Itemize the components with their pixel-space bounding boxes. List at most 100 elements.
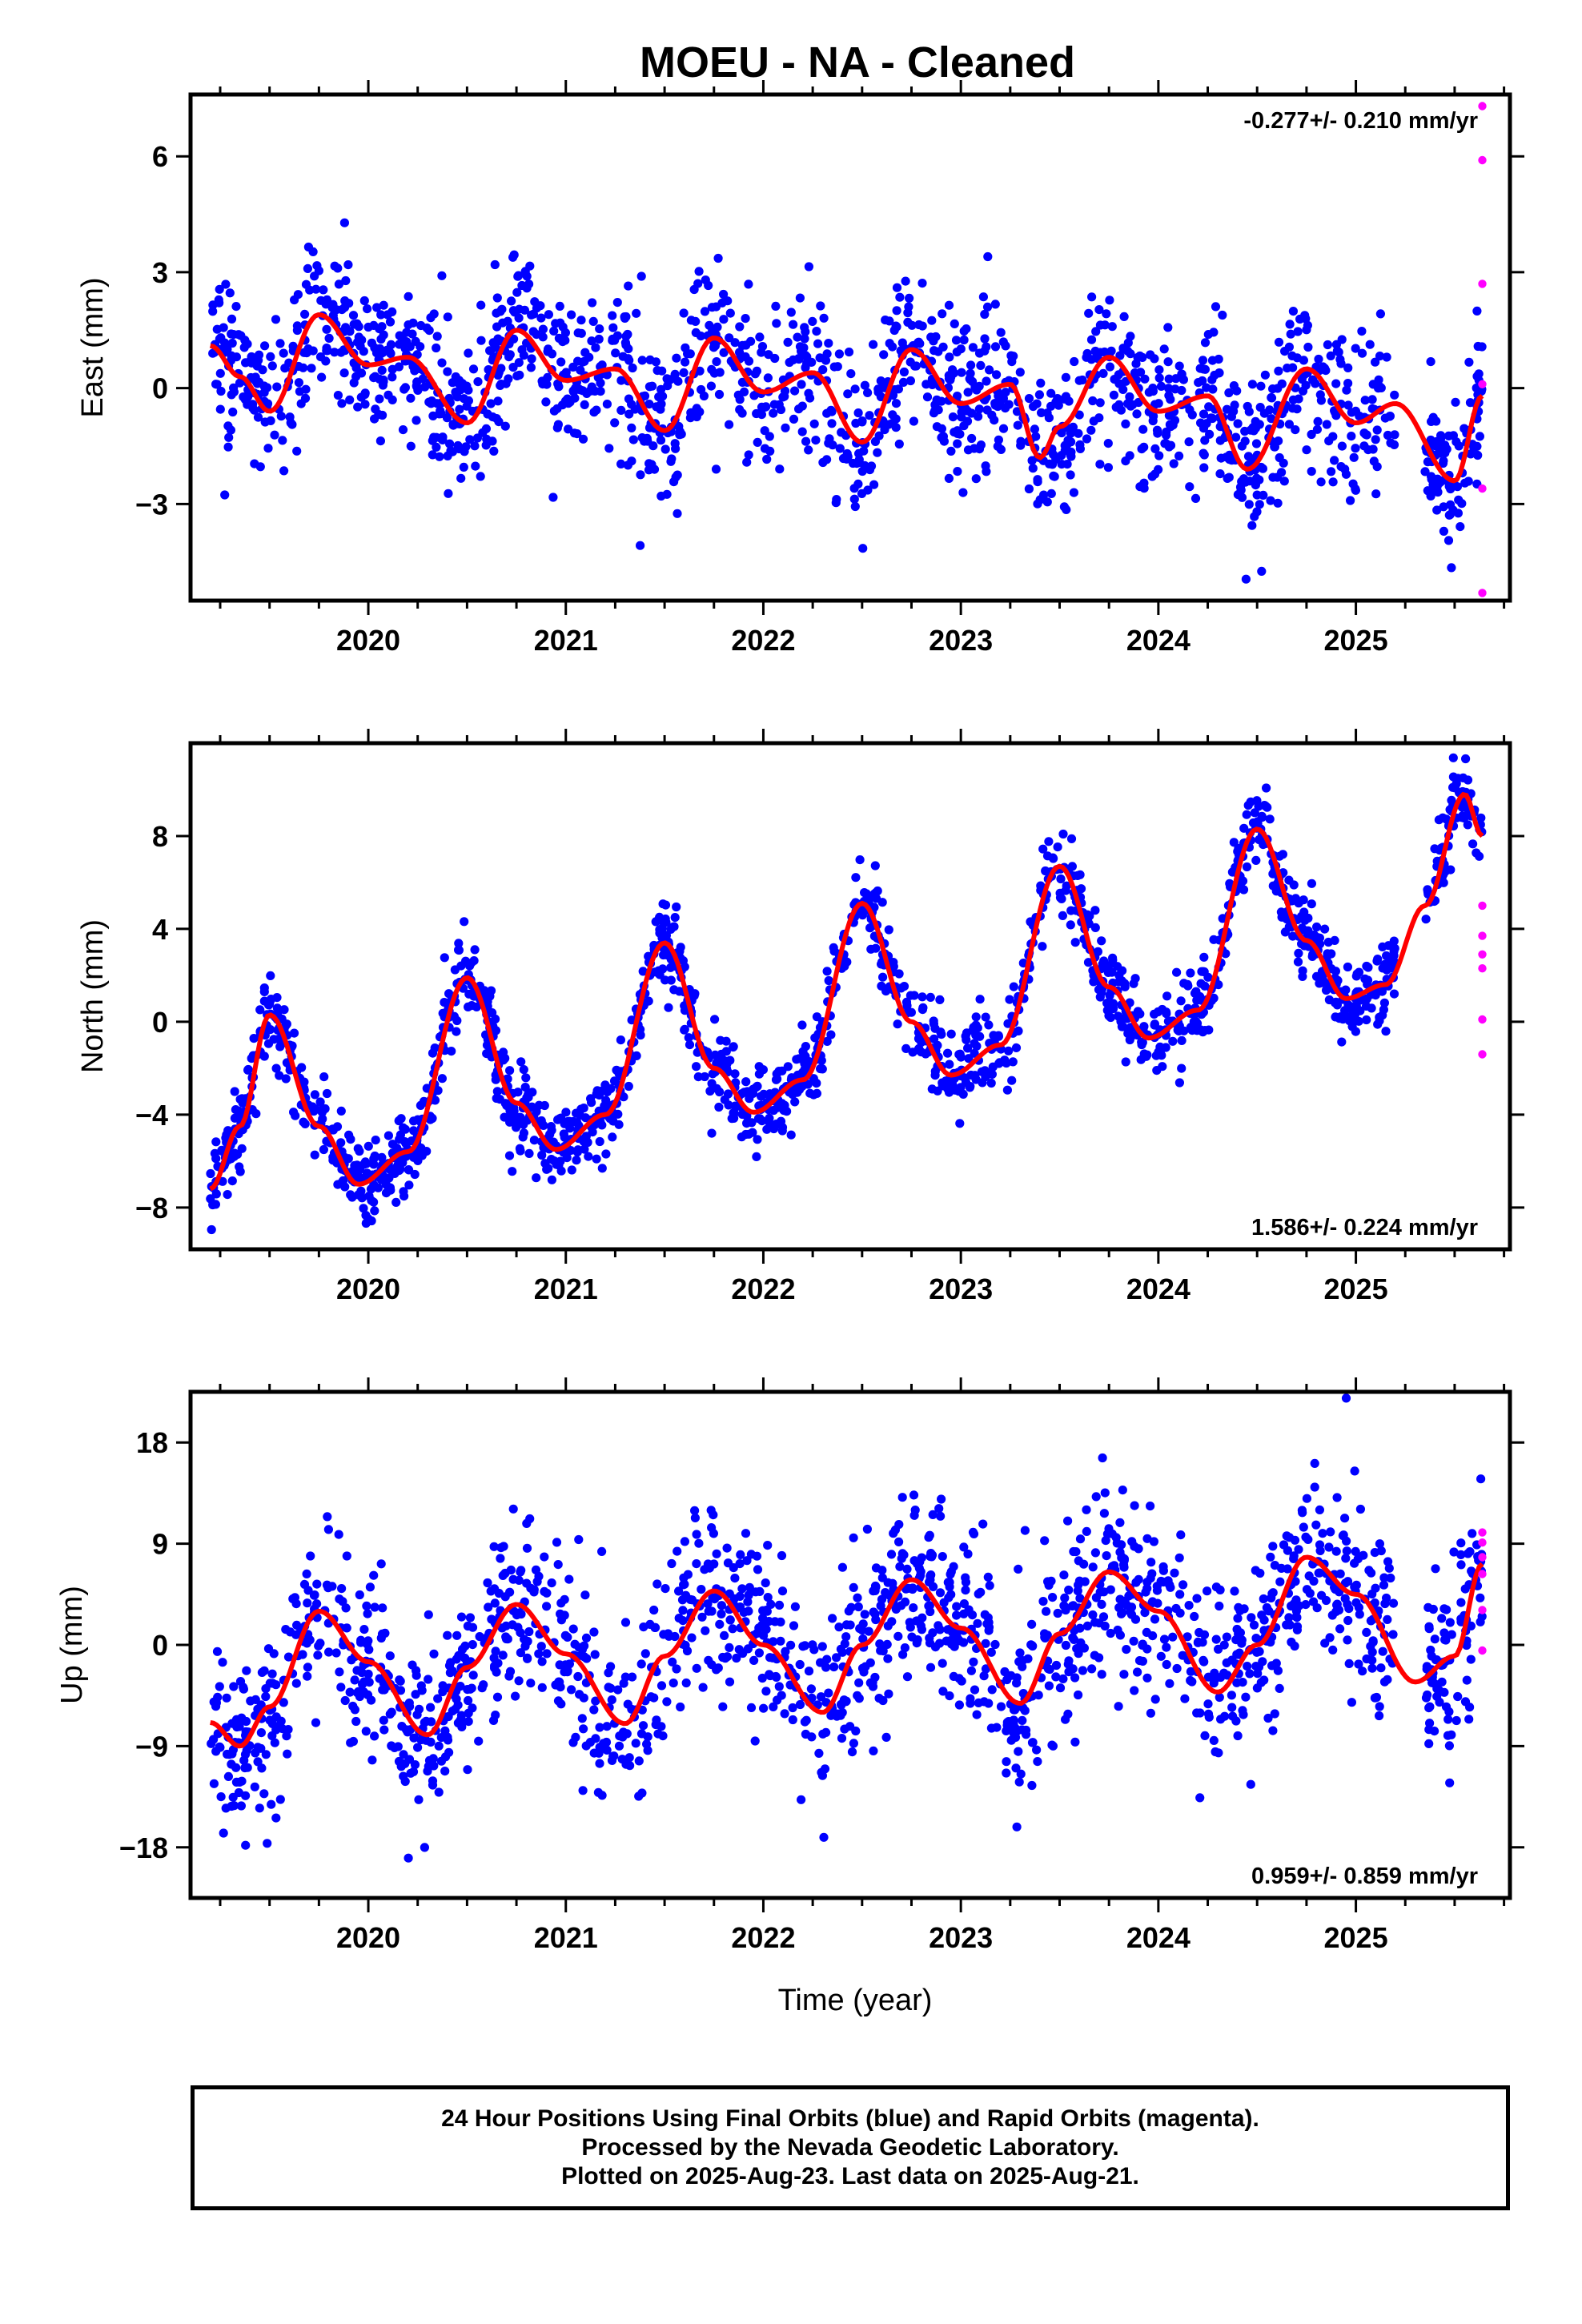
up-data-point <box>869 1607 878 1617</box>
east-data-point <box>555 301 564 311</box>
east-data-point <box>835 444 845 453</box>
east-data-point <box>950 368 959 378</box>
east-data-point <box>322 324 331 334</box>
up-data-point <box>697 1612 707 1622</box>
up-data-point <box>1447 1630 1456 1639</box>
up-data-point <box>1082 1526 1091 1536</box>
east-data-point <box>454 376 464 385</box>
east-data-point <box>1267 414 1276 424</box>
up-data-point <box>1334 1605 1344 1615</box>
east-data-point <box>395 340 404 349</box>
up-data-point <box>753 1565 763 1574</box>
east-data-point <box>790 386 800 396</box>
east-velocity-rate-text: -0.277+/- 0.210 mm/yr <box>1243 108 1478 134</box>
east-data-point <box>1473 341 1483 352</box>
east-data-point <box>735 322 745 332</box>
north-data-point <box>266 971 275 980</box>
east-data-point <box>1284 420 1294 429</box>
east-data-point <box>819 313 829 323</box>
east-data-point <box>229 387 239 396</box>
up-data-point <box>973 1618 982 1628</box>
up-data-point <box>1317 1590 1327 1600</box>
up-data-point <box>434 1741 444 1751</box>
north-data-point <box>1323 937 1333 947</box>
east-data-point <box>673 376 683 386</box>
north-data-point <box>592 1154 601 1164</box>
east-data-point <box>548 493 558 502</box>
east-data-point <box>333 391 343 400</box>
north-data-point <box>1313 933 1323 943</box>
east-data-point <box>287 420 297 429</box>
east-data-point <box>846 369 856 379</box>
up-data-point <box>735 1559 745 1569</box>
north-data-point <box>1307 879 1316 888</box>
east-data-point <box>719 315 729 324</box>
north-data-point <box>741 1077 751 1087</box>
up-data-point <box>1384 1563 1394 1573</box>
north-data-point <box>235 1162 244 1172</box>
up-data-point <box>1074 1649 1083 1659</box>
north-data-point <box>1139 1022 1149 1031</box>
east-data-point <box>1162 427 1171 437</box>
east-data-point <box>944 300 954 310</box>
east-data-point <box>1098 368 1108 378</box>
up-data-point <box>966 1699 975 1708</box>
up-data-point <box>520 1634 529 1644</box>
north-data-point <box>1056 874 1066 884</box>
east-data-point <box>349 378 359 388</box>
north-data-point <box>855 855 865 865</box>
up-data-point <box>1311 1520 1321 1530</box>
north-data-point <box>926 992 935 1002</box>
east-data-point <box>1051 397 1061 407</box>
up-data-point <box>560 1610 569 1620</box>
north-data-point <box>452 1027 461 1036</box>
east-data-point <box>426 399 436 408</box>
up-data-point <box>638 1721 648 1731</box>
up-data-point <box>897 1549 907 1558</box>
up-data-point <box>376 1559 386 1569</box>
east-data-point <box>1351 344 1360 353</box>
east-data-point <box>695 366 705 376</box>
up-data-point <box>433 1694 443 1703</box>
east-data-point <box>216 386 226 396</box>
north-data-point <box>1199 952 1209 962</box>
up-data-point <box>261 1691 271 1702</box>
north-data-point <box>532 1173 541 1183</box>
east-data-point <box>383 310 392 320</box>
up-data-point <box>1063 1709 1073 1719</box>
east-y-tick-label: 0 <box>152 372 168 405</box>
east-data-point <box>1464 357 1474 367</box>
east-data-point <box>476 472 485 481</box>
north-data-point <box>902 1001 912 1011</box>
east-data-point <box>1199 463 1209 472</box>
up-data-point <box>560 1630 570 1640</box>
up-data-point <box>542 1649 552 1659</box>
up-data-point <box>808 1640 817 1650</box>
east-data-point <box>1360 396 1370 405</box>
up-data-point <box>970 1685 980 1695</box>
north-data-point <box>369 1197 379 1207</box>
north-data-point <box>800 1064 809 1074</box>
east-data-point <box>829 362 839 372</box>
east-data-point <box>780 386 790 396</box>
east-data-point <box>353 402 363 412</box>
north-data-point <box>369 1180 379 1189</box>
east-data-point <box>1195 364 1205 373</box>
east-data-point <box>762 454 772 464</box>
north-data-point <box>581 1132 591 1141</box>
north-data-point <box>1389 936 1399 946</box>
up-data-point <box>302 1569 311 1578</box>
up-data-point <box>692 1559 701 1569</box>
east-data-point <box>1087 292 1097 302</box>
north-data-point <box>638 967 648 976</box>
north-data-point <box>1457 802 1467 812</box>
north-data-point <box>752 1152 761 1161</box>
up-data-point <box>237 1713 247 1723</box>
north-rapid-orbit-point <box>1478 1015 1487 1024</box>
up-data-point <box>692 1530 701 1539</box>
east-data-point <box>858 544 868 553</box>
north-data-point <box>1058 829 1068 839</box>
east-data-point <box>761 402 771 412</box>
up-data-point <box>1040 1536 1050 1546</box>
